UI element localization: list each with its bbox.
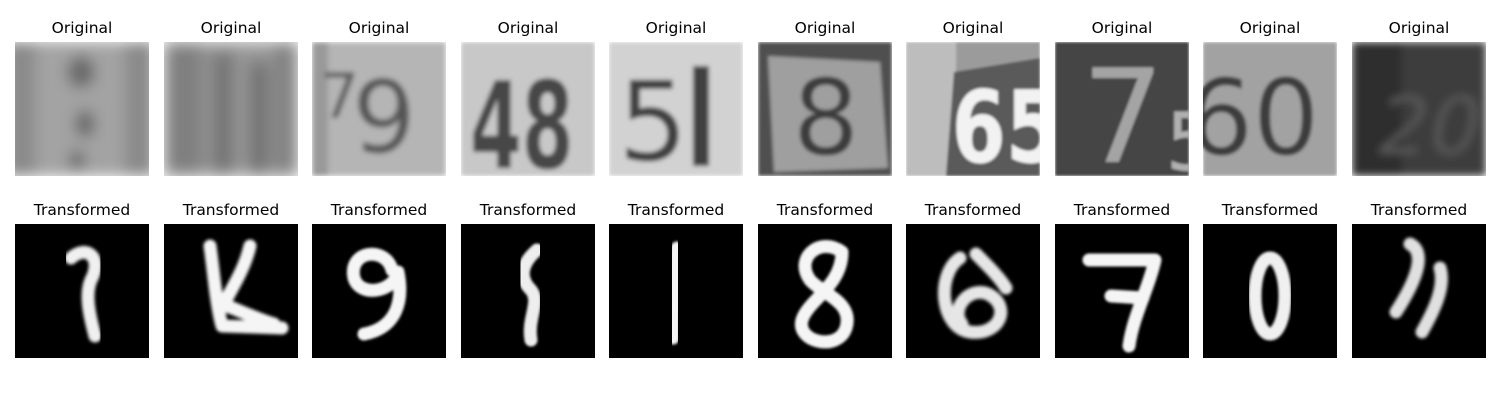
svg-text:7: 7 [1082,42,1165,176]
transformed-panel: Transformed [312,198,446,358]
panel-title: Transformed [627,201,725,219]
original-panel: Original 20 [1352,16,1486,176]
transformed-digit-image [1055,224,1189,358]
original-digit-image: 48 [461,42,595,176]
panel-title: Original [942,19,1004,37]
transformed-digit-image [609,224,743,358]
original-digit-image: 20 [1352,42,1486,176]
original-digit-image: 5 [609,42,743,176]
original-digit-image [164,42,298,176]
svg-text:20: 20 [1369,81,1486,174]
original-panel: Original 5 [609,16,743,176]
panel-title: Original [1091,19,1153,37]
original-digit-image: 8 [758,42,892,176]
transformed-panel: Transformed [1203,198,1337,358]
panel-title: Transformed [924,201,1022,219]
transformed-row: Transformed Transformed Transform [0,198,1500,358]
svg-text:5: 5 [1166,96,1189,176]
transformed-panel: Transformed [906,198,1040,358]
panel-title: Transformed [1221,201,1319,219]
svg-text:7: 7 [320,60,359,133]
svg-text:9: 9 [352,59,416,176]
original-digit-image: 65 [906,42,1040,176]
svg-text:65: 65 [952,71,1040,176]
panel-title: Transformed [776,201,874,219]
original-digit-image: 7 5 [1055,42,1189,176]
transformed-digit-image [461,224,595,358]
transformed-digit-image [164,224,298,358]
panel-title: Original [200,19,262,37]
transformed-digit-image [758,224,892,358]
transformed-panel: Transformed [15,198,149,358]
panel-title: Transformed [33,201,131,219]
panel-title: Original [497,19,559,37]
original-panel: Original 48 [461,16,595,176]
panel-title: Original [645,19,707,37]
transformed-panel: Transformed [1352,198,1486,358]
panel-title: Transformed [1073,201,1171,219]
svg-text:60: 60 [1203,57,1319,176]
panel-title: Transformed [1370,201,1468,219]
original-digit-image: 60 [1203,42,1337,176]
original-panel: Original 7 5 [1055,16,1189,176]
transformed-digit-image [15,224,149,358]
original-panel: Original 7 9 [312,16,446,176]
transformed-digit-image [1203,224,1337,358]
transformed-digit-image [312,224,446,358]
transformed-panel: Transformed [164,198,298,358]
transformed-digit-image [906,224,1040,358]
svg-text:48: 48 [470,56,574,176]
original-digit-image: 7 9 [312,42,446,176]
panel-title: Original [51,19,113,37]
svg-text:8: 8 [793,57,859,176]
original-panel: Original [164,16,298,176]
panel-title: Original [1239,19,1301,37]
original-panel: Original 65 [906,16,1040,176]
original-panel: Original 8 [758,16,892,176]
panel-title: Transformed [479,201,577,219]
transformed-panel: Transformed [1055,198,1189,358]
panel-title: Transformed [330,201,428,219]
original-panel: Original 60 [1203,16,1337,176]
panel-title: Original [348,19,410,37]
transformed-panel: Transformed [758,198,892,358]
panel-title: Original [794,19,856,37]
panel-title: Transformed [182,201,280,219]
original-panel: Original [15,16,149,176]
transformed-panel: Transformed [609,198,743,358]
transformed-panel: Transformed [461,198,595,358]
panel-title: Original [1388,19,1450,37]
transformed-digit-image [1352,224,1486,358]
original-digit-image [15,42,149,176]
original-row: Original Original [0,16,1500,176]
svg-text:5: 5 [618,58,688,176]
